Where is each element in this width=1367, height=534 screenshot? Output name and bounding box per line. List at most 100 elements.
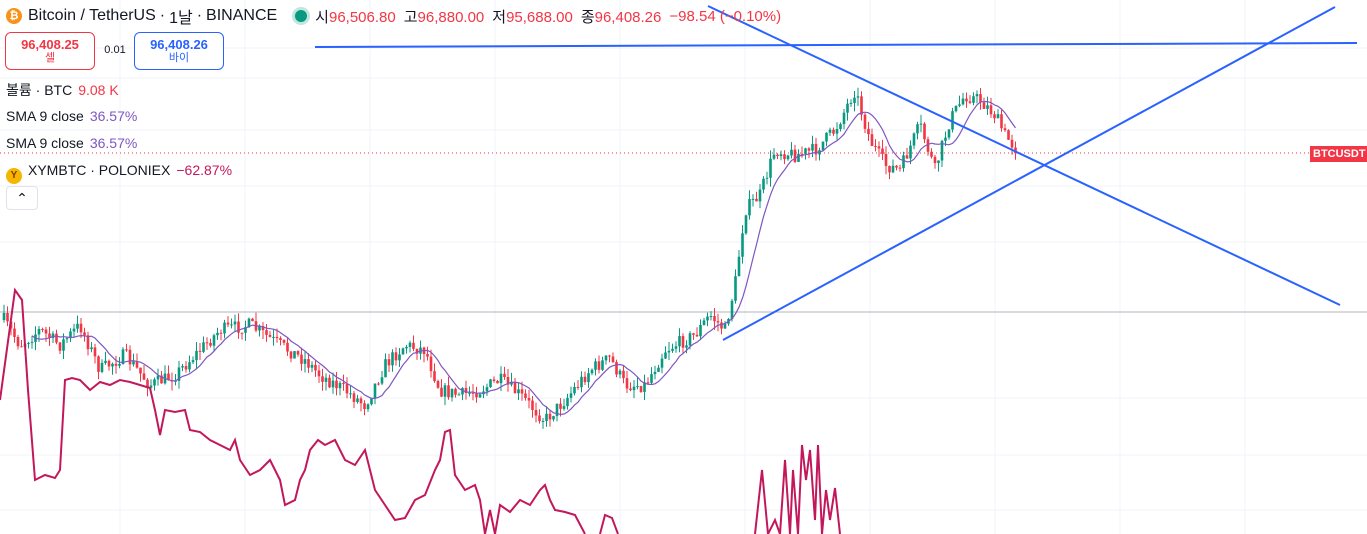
candle-body — [16, 337, 20, 347]
candle-body — [240, 332, 244, 334]
candle-body — [524, 393, 527, 398]
candle-body — [27, 342, 30, 344]
candle-body — [919, 123, 923, 125]
indicator-value: 36.57% — [89, 135, 138, 151]
candle-body — [706, 316, 709, 321]
candle-body — [982, 102, 986, 109]
candle-body — [765, 177, 769, 179]
candle-body — [566, 397, 569, 407]
sell-button[interactable]: 96,408.25 셀 — [5, 32, 95, 70]
candle-body — [307, 359, 310, 368]
candle-body — [618, 370, 622, 375]
candle-body — [146, 379, 149, 388]
candle-body — [975, 94, 979, 97]
open-label: 시 — [315, 8, 329, 26]
change-value: −98.54 (−0.10%) — [669, 7, 782, 25]
candle-body — [139, 367, 142, 374]
indicator-sma-2[interactable]: SMA 9 close 36.57% — [6, 135, 137, 151]
candle-body — [153, 379, 156, 386]
candle-body — [209, 342, 212, 346]
candle-body — [247, 318, 251, 328]
candle-body — [856, 96, 860, 98]
candle-body — [720, 322, 723, 329]
candle-body — [853, 97, 856, 103]
candle-body — [125, 349, 128, 351]
candle-body — [730, 300, 734, 320]
candle-body — [328, 377, 331, 388]
candle-body — [433, 371, 436, 382]
candle-body — [562, 406, 566, 409]
candle-body — [650, 374, 653, 383]
candle-body — [391, 352, 394, 366]
candle-body — [979, 94, 982, 103]
candle-body — [702, 320, 706, 325]
candle-body — [639, 386, 643, 392]
candle-body — [272, 336, 275, 338]
candle-body — [65, 338, 69, 340]
candle-body — [779, 154, 783, 157]
interval-label[interactable]: 1날 — [169, 10, 193, 27]
candle-body — [821, 141, 825, 151]
candle-body — [90, 347, 93, 350]
descending-trendline — [707, 5, 1341, 306]
candle-body — [387, 359, 391, 366]
candle-body — [212, 335, 216, 346]
candle-body — [615, 362, 618, 375]
candle-body — [741, 233, 744, 257]
candle-body — [195, 350, 198, 361]
candle-body — [181, 366, 184, 368]
candle-body — [69, 331, 72, 339]
indicator-volume[interactable]: 볼륨 · BTC 9.08 K — [6, 80, 119, 100]
buy-button[interactable]: 96,408.26 바이 — [134, 32, 224, 70]
candle-body — [198, 350, 202, 352]
collapse-legend-button[interactable]: ⌃ — [6, 186, 38, 210]
candle-body — [450, 388, 454, 398]
candle-body — [48, 333, 51, 338]
open-value: 96,506.80 — [328, 8, 396, 26]
price-axis-label[interactable]: BTCUSDT — [1310, 146, 1367, 162]
indicator-value: 9.08 K — [78, 82, 119, 98]
candle-body — [972, 96, 975, 103]
indicator-value: −62.87% — [176, 162, 233, 178]
candle-body — [545, 413, 548, 421]
candle-body — [1010, 139, 1014, 148]
candle-body — [412, 342, 415, 349]
buy-price: 96,408.26 — [150, 37, 208, 52]
candle-body — [580, 376, 583, 388]
candle-body — [604, 355, 608, 361]
candle-body — [716, 321, 720, 323]
symbol-name[interactable]: Bitcoin / TetherUS — [28, 7, 156, 24]
candle-body — [559, 403, 562, 409]
candle-body — [335, 380, 338, 389]
candle-body — [286, 342, 289, 352]
candle-body — [293, 351, 296, 359]
compare-series-line — [754, 444, 841, 534]
candle-body — [583, 376, 587, 383]
candle-body — [219, 332, 223, 334]
candle-body — [594, 361, 597, 370]
high-value: 96,880.00 — [417, 8, 485, 26]
indicator-sma-1[interactable]: SMA 9 close 36.57% — [6, 108, 137, 124]
candle-body — [97, 356, 100, 372]
candle-body — [657, 367, 660, 372]
candle-body — [660, 358, 664, 368]
candle-body — [338, 382, 342, 389]
indicator-compare-symbol[interactable]: Y XYMBTC · POLONIEX −62.87% — [6, 162, 232, 184]
candle-body — [961, 98, 965, 105]
candle-body — [468, 392, 471, 394]
candle-body — [149, 385, 153, 388]
close-label: 종 — [580, 8, 595, 26]
candle-body — [384, 359, 387, 378]
candle-body — [261, 326, 265, 331]
candle-body — [275, 336, 279, 339]
candle-body — [713, 316, 716, 322]
candle-body — [191, 360, 195, 363]
candle-body — [366, 404, 370, 410]
candle-body — [835, 129, 839, 134]
candle-body — [370, 397, 373, 405]
resistance-trendline — [314, 42, 1358, 48]
candle-body — [1007, 130, 1010, 140]
candle-body — [898, 167, 902, 169]
sell-label: 셀 — [44, 52, 56, 64]
